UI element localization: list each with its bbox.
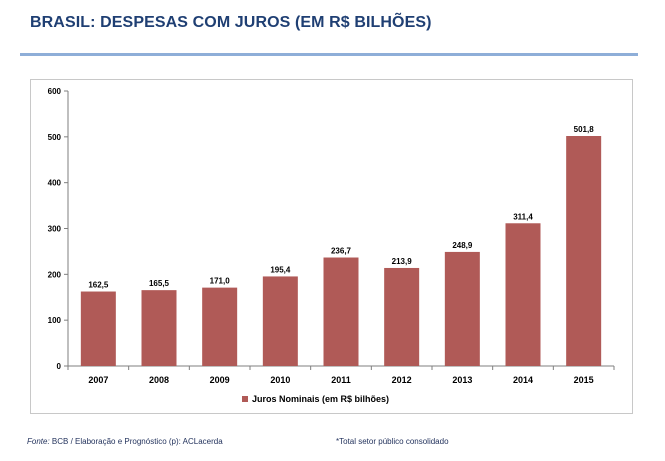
- source-text: BCB / Elaboração e Prognóstico (p): ACLa…: [49, 437, 223, 446]
- y-tick-label: 100: [48, 316, 62, 325]
- data-label: 213,9: [392, 257, 413, 266]
- y-tick-label: 300: [48, 225, 62, 234]
- x-tick-label: 2011: [331, 375, 351, 385]
- data-label: 236,7: [331, 247, 352, 256]
- chart-axes: 0 100 200 300 400 500 600 2007 2008 2009 2010 2011 2…: [48, 87, 615, 385]
- bar: [384, 267, 420, 366]
- bar: [566, 136, 602, 366]
- source-footnote: Fonte: BCB / Elaboração e Prognóstico (p…: [27, 437, 223, 446]
- page-title: BRASIL: DESPESAS COM JUROS (EM R$ BILHÕE…: [30, 14, 432, 31]
- bar: [262, 276, 298, 366]
- y-tick-label: 600: [48, 87, 62, 96]
- y-tick-label: 500: [48, 133, 62, 142]
- scope-footnote: *Total setor público consolidado: [336, 437, 449, 446]
- bar: [505, 223, 541, 366]
- legend-swatch: [242, 396, 248, 402]
- bar: [444, 251, 480, 366]
- x-tick-label: 2009: [210, 375, 230, 385]
- data-label: 171,0: [210, 277, 231, 286]
- x-tick-label: 2015: [574, 375, 594, 385]
- x-tick-label: 2008: [149, 375, 169, 385]
- y-tick-label: 200: [48, 270, 62, 279]
- x-tick-label: 2007: [88, 375, 108, 385]
- data-label: 162,5: [88, 281, 109, 290]
- y-tick-label: 0: [57, 362, 62, 371]
- y-tick-label: 400: [48, 179, 62, 188]
- title-divider: [20, 53, 638, 56]
- bar: [141, 290, 177, 366]
- legend-label: Juros Nominais (em R$ bilhões): [252, 394, 389, 404]
- x-tick-label: 2014: [513, 375, 533, 385]
- bar: [80, 291, 116, 366]
- chart-legend: Juros Nominais (em R$ bilhões): [242, 394, 389, 404]
- data-label: 311,4: [513, 212, 533, 221]
- data-label: 165,5: [149, 279, 170, 288]
- x-tick-label: 2010: [270, 375, 290, 385]
- source-prefix: Fonte:: [27, 437, 50, 446]
- bar-series: 162,5 165,5 171,0 195,4 236,7 213,9 248,9 311,4…: [80, 125, 602, 366]
- data-label: 248,9: [452, 241, 473, 250]
- bar: [323, 257, 359, 366]
- data-label: 501,8: [574, 125, 595, 134]
- data-label: 195,4: [270, 265, 291, 274]
- bar: [202, 287, 238, 366]
- x-tick-label: 2013: [452, 375, 472, 385]
- x-tick-label: 2012: [392, 375, 412, 385]
